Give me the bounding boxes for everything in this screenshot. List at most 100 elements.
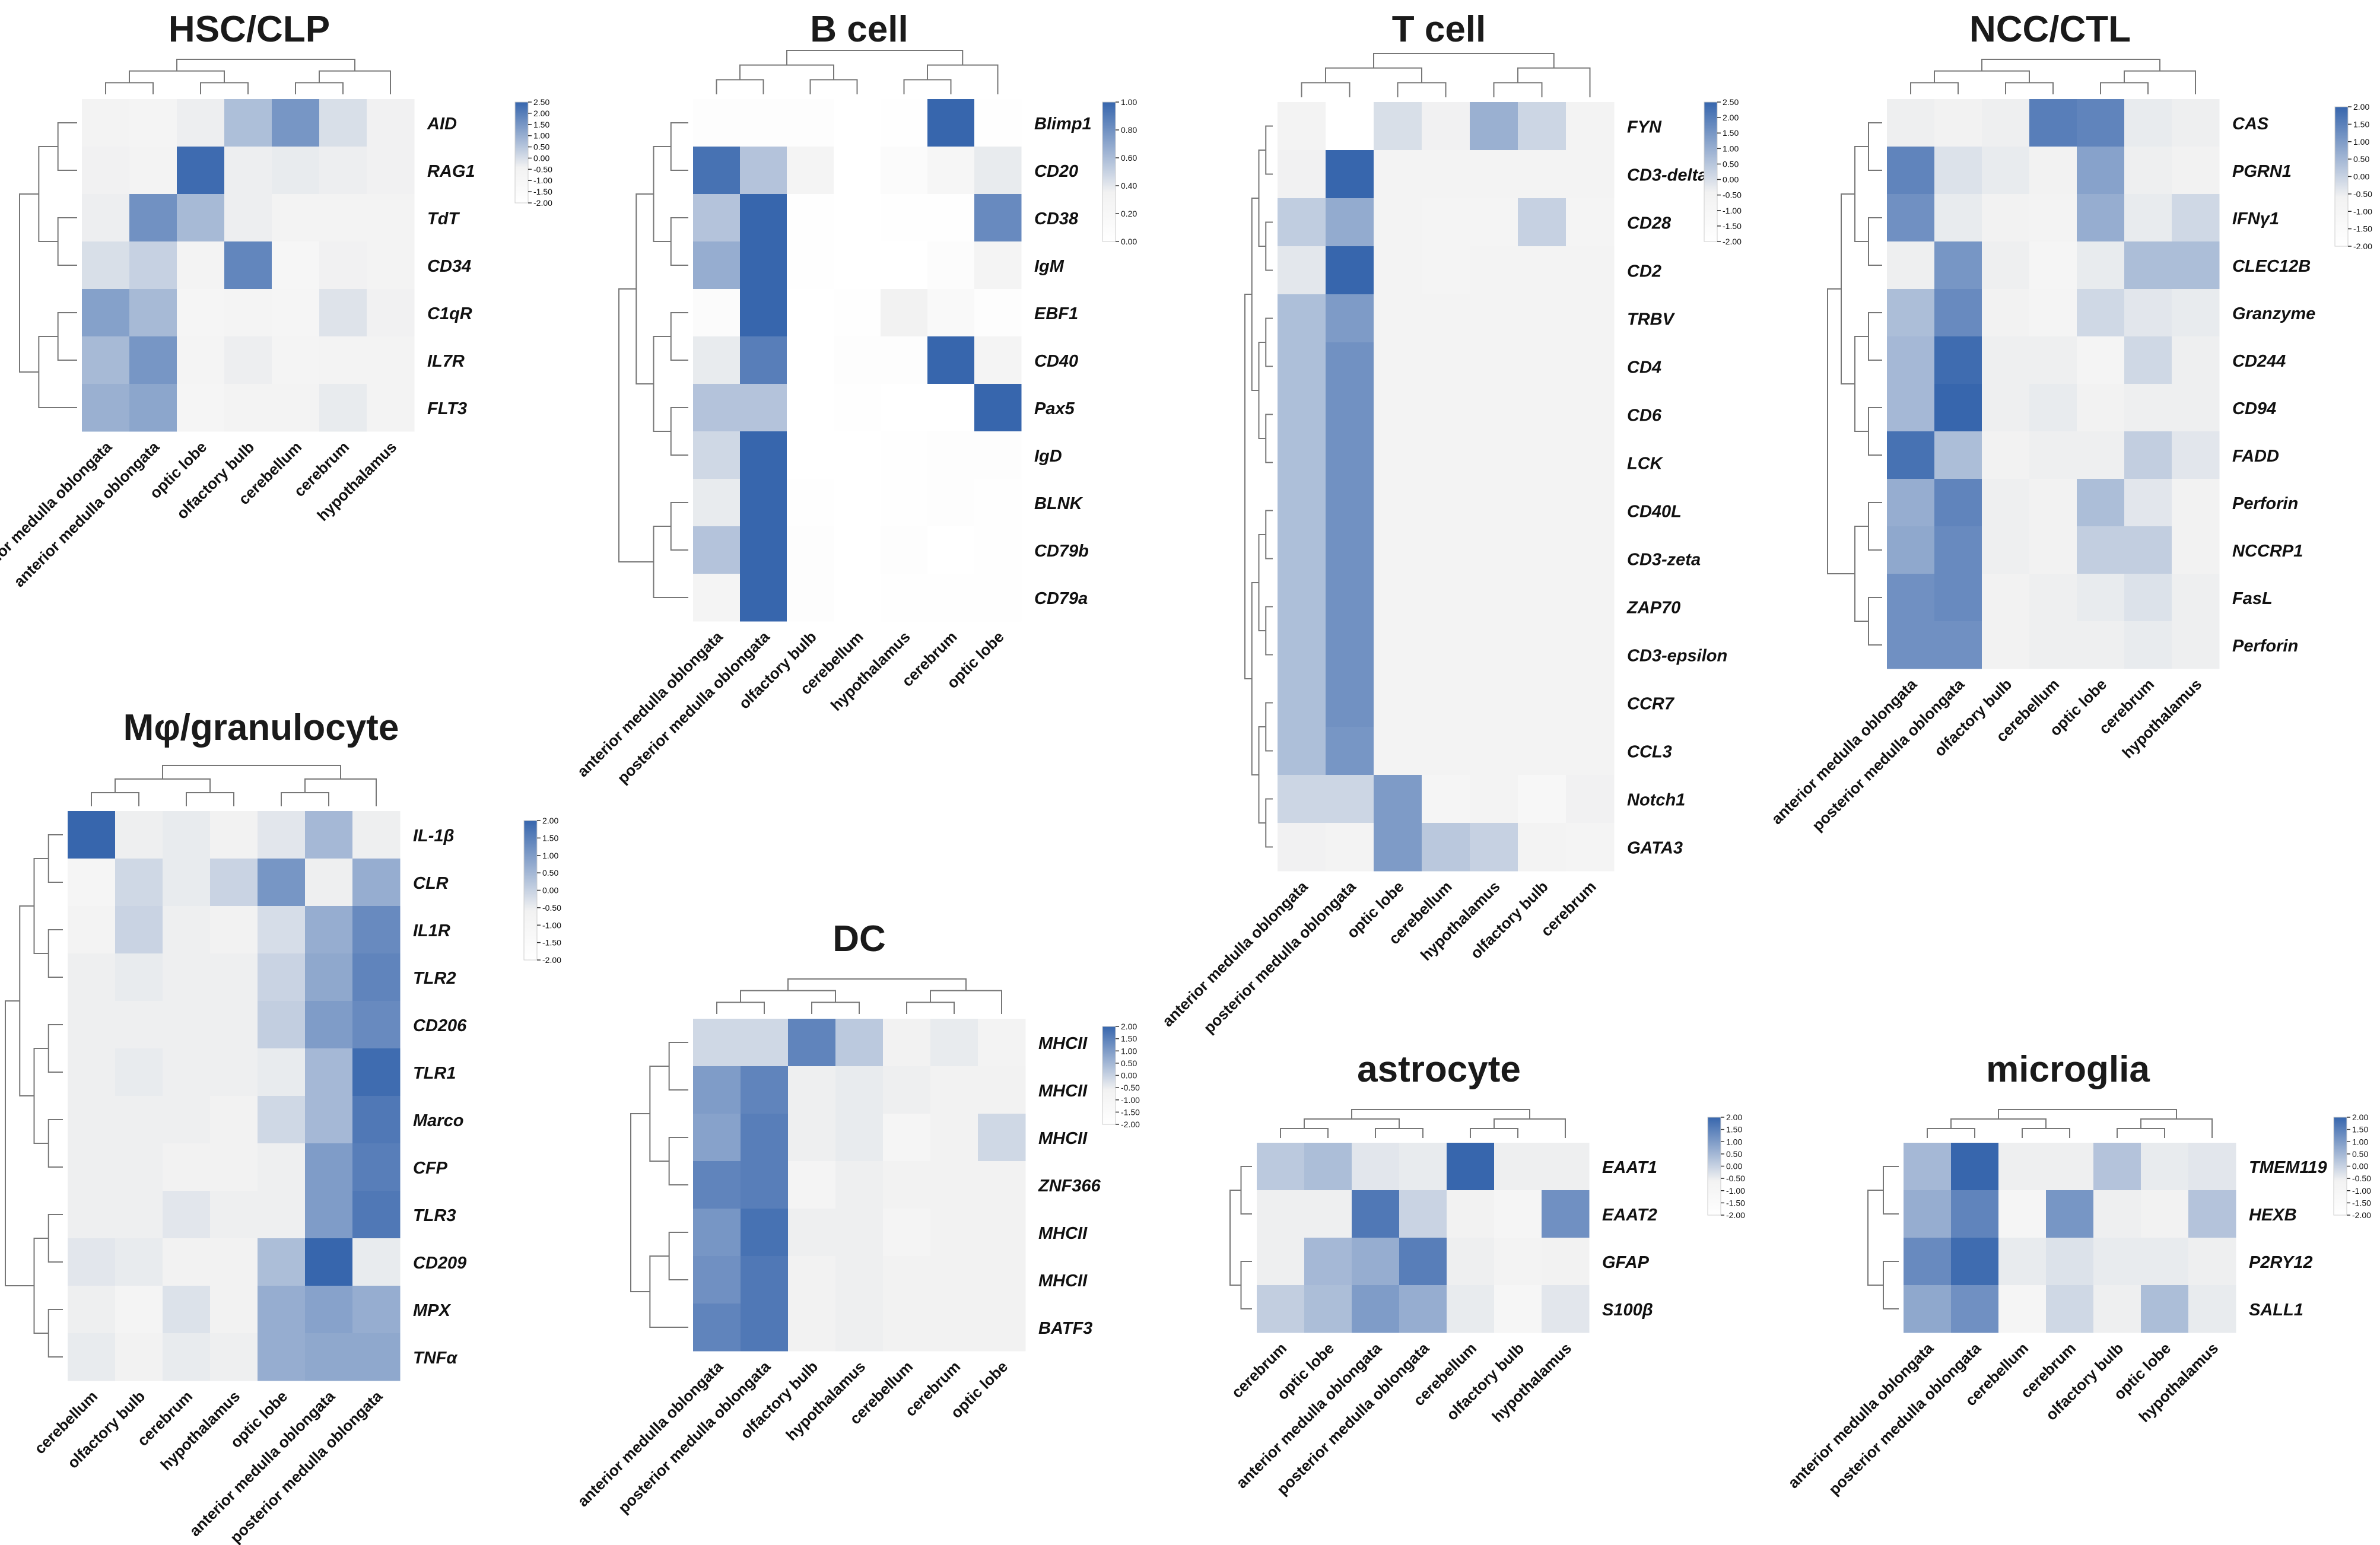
heatmap-cell — [305, 1143, 353, 1191]
heatmap-cell — [1304, 1190, 1352, 1238]
heatmap-cell — [741, 1066, 789, 1114]
heatmap-cell — [1374, 246, 1422, 295]
heatmap-cell — [1422, 390, 1470, 439]
heatmap-cell — [741, 1304, 789, 1352]
heatmap-cell — [2124, 621, 2172, 669]
row-label: CD40 — [1034, 352, 1078, 371]
heatmap-cell — [2077, 621, 2125, 669]
heatmap-cell — [224, 99, 272, 147]
heatmap-cell — [305, 906, 353, 954]
heatmap-cell — [115, 859, 163, 907]
heatmap-cell — [835, 1209, 884, 1257]
heatmap-cell — [1422, 631, 1470, 679]
heatmap-cell — [177, 241, 225, 290]
row-dendrogram-branch — [1883, 1261, 1899, 1309]
heatmap-cell — [740, 147, 787, 195]
heatmap-cell — [319, 99, 367, 147]
heatmap-cell — [1982, 574, 2030, 622]
heatmap-cell — [82, 147, 130, 195]
colorbar-tick-label: 0.00 — [1121, 237, 1137, 246]
heatmap-cell — [1326, 198, 1374, 247]
heatmap-cell — [2029, 289, 2077, 337]
col-dendrogram-branch — [786, 50, 964, 65]
heatmap-cell — [1982, 147, 2030, 195]
heatmap-cell — [2077, 147, 2125, 195]
colorbar-tick-label: -1.00 — [542, 920, 561, 930]
heatmap-cell — [930, 1114, 978, 1162]
heatmap-cell — [210, 1096, 258, 1144]
heatmap-cell — [1278, 342, 1326, 391]
heatmap-cell — [1326, 102, 1374, 151]
heatmap-cell — [2141, 1285, 2189, 1333]
heatmap-cell — [741, 1256, 789, 1304]
row-label: ZNF366 — [1038, 1177, 1101, 1196]
row-dendrogram-branch — [1240, 1261, 1252, 1309]
row-label: TMEM119 — [2249, 1158, 2327, 1177]
row-label: CD3-delta — [1627, 166, 1707, 185]
col-dendrogram-branch — [2005, 82, 2054, 94]
heatmap-cell — [1518, 246, 1566, 295]
row-label: FYN — [1627, 118, 1662, 137]
row-dendrogram-branch — [57, 312, 77, 361]
heatmap-cell — [834, 384, 881, 432]
row-label: P2RY12 — [2249, 1253, 2313, 1272]
heatmap-cell — [352, 1286, 401, 1334]
col-dendrogram-branch — [1517, 67, 1591, 97]
heatmap-cell — [1278, 535, 1326, 583]
col-dendrogram-branch — [809, 79, 858, 94]
colorbar-tick-label: 1.50 — [2353, 119, 2369, 129]
row-label: CLEC12B — [2232, 257, 2311, 276]
heatmap-cell — [834, 99, 881, 147]
heatmap-cell — [367, 99, 415, 147]
row-label: RAG1 — [427, 162, 475, 181]
heatmap-cell — [1422, 246, 1470, 295]
row-dendrogram-branch — [1868, 597, 1882, 646]
colorbar-tick-label: -1.00 — [533, 176, 552, 185]
heatmap-cell — [741, 1019, 789, 1067]
heatmap-cell — [927, 336, 975, 384]
colorbar-tick-label: -1.50 — [1726, 1198, 1745, 1207]
row-label: IL-1β — [413, 826, 455, 845]
heatmap-cell — [1518, 390, 1566, 439]
heatmap-cell — [258, 1333, 306, 1381]
heatmap-cell — [2029, 621, 2077, 669]
heatmap-cell — [68, 953, 116, 1002]
heatmap-cell — [210, 859, 258, 907]
heatmap-cell — [974, 526, 1022, 574]
heatmap-cell — [1934, 99, 1982, 147]
heatmap-cell — [1422, 487, 1470, 535]
heatmap-cell — [2077, 99, 2125, 147]
heatmap-cell — [1278, 631, 1326, 679]
heatmap-cell — [1887, 621, 1935, 669]
colorbar-tick-label: 1.00 — [2353, 137, 2369, 147]
heatmap-cell — [1374, 679, 1422, 727]
heatmap-cell — [82, 289, 130, 337]
heatmap-cell — [883, 1161, 931, 1209]
colorbar — [2334, 106, 2349, 247]
heatmap-cell — [1904, 1285, 1952, 1333]
row-label: MHCII — [1038, 1034, 1088, 1053]
heatmap-cell — [740, 336, 787, 384]
heatmap-cell — [163, 953, 211, 1002]
col-dendrogram-branch — [1397, 82, 1447, 97]
heatmap-cell — [881, 289, 928, 337]
heatmap-cell — [1887, 289, 1935, 337]
heatmap-cell — [978, 1304, 1026, 1352]
heatmap-cell — [693, 241, 741, 290]
row-label: CCL3 — [1627, 743, 1672, 762]
heatmap-cell — [927, 574, 975, 622]
colorbar-tick-label: -2.00 — [1726, 1210, 1745, 1220]
heatmap-cell — [1447, 1285, 1495, 1333]
colorbar — [514, 101, 529, 204]
heatmap-cell — [1934, 241, 1982, 290]
col-dendrogram-branch — [319, 70, 391, 94]
heatmap-cell — [978, 1019, 1026, 1067]
heatmap-cell — [2124, 336, 2172, 384]
row-label: SALL1 — [2249, 1301, 2303, 1320]
panel-title: Mφ/granulocyte — [123, 707, 399, 748]
row-dendrogram-branch — [1265, 798, 1273, 848]
row-label: Perforin — [2232, 494, 2298, 513]
heatmap-cell — [978, 1066, 1026, 1114]
heatmap-cell — [930, 1019, 978, 1067]
heatmap-cell — [1934, 574, 1982, 622]
